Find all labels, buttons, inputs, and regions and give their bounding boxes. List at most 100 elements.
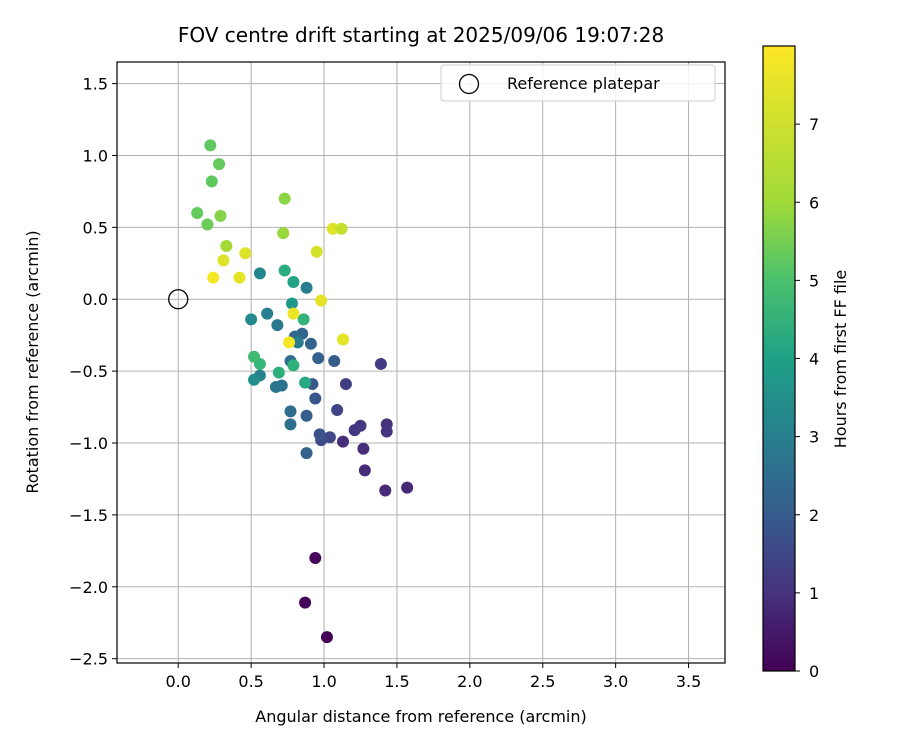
data-point bbox=[287, 307, 300, 320]
data-point bbox=[310, 245, 323, 258]
data-point bbox=[217, 254, 230, 267]
y-tick-label: −1.5 bbox=[69, 506, 108, 525]
data-point bbox=[309, 552, 322, 565]
data-point bbox=[348, 424, 361, 437]
data-point bbox=[300, 281, 313, 294]
data-point bbox=[285, 297, 298, 310]
y-tick-label: 1.0 bbox=[83, 146, 108, 165]
data-point bbox=[278, 264, 291, 277]
data-point bbox=[380, 425, 393, 438]
data-point bbox=[201, 218, 214, 231]
data-point bbox=[233, 271, 246, 284]
colorbar-tick-label: 0 bbox=[809, 662, 819, 681]
data-point bbox=[278, 192, 291, 205]
data-point bbox=[261, 307, 274, 320]
data-point bbox=[214, 209, 227, 222]
data-point bbox=[191, 206, 204, 219]
data-point bbox=[331, 403, 344, 416]
data-point bbox=[312, 352, 325, 365]
data-point bbox=[299, 376, 312, 389]
x-tick-label: 0.0 bbox=[166, 672, 191, 691]
data-point bbox=[339, 378, 352, 391]
data-point bbox=[335, 222, 348, 235]
y-tick-label: −2.0 bbox=[69, 578, 108, 597]
colorbar-tick-label: 2 bbox=[809, 506, 819, 525]
data-point bbox=[328, 355, 341, 368]
colorbar-tick-label: 3 bbox=[809, 428, 819, 447]
data-point bbox=[309, 392, 322, 405]
colorbar-tick-label: 5 bbox=[809, 271, 819, 290]
y-axis-ticks: 1.5 1.0 0.5 0.0 −0.5 −1.0 −1.5 −2.0 −2.5 bbox=[69, 75, 117, 669]
legend: Reference platepar bbox=[440, 64, 716, 102]
colorbar: 0 1 2 3 4 5 6 7 Hours from first FF file bbox=[762, 45, 850, 681]
data-point bbox=[271, 319, 284, 332]
data-point bbox=[272, 366, 285, 379]
y-tick-label: −0.5 bbox=[69, 362, 108, 381]
data-point bbox=[205, 175, 218, 188]
legend-box bbox=[440, 64, 716, 102]
data-point bbox=[213, 158, 226, 171]
reference-platepar-marker bbox=[168, 289, 189, 310]
y-tick-label: 1.5 bbox=[83, 75, 108, 94]
data-point bbox=[245, 313, 258, 326]
data-point bbox=[299, 596, 312, 609]
data-point bbox=[204, 139, 217, 152]
chart-title: FOV centre drift starting at 2025/09/06 … bbox=[178, 23, 664, 47]
data-points bbox=[191, 139, 414, 644]
data-point bbox=[320, 631, 333, 644]
data-point bbox=[374, 357, 387, 370]
x-tick-label: 2.5 bbox=[530, 672, 555, 691]
data-point bbox=[304, 337, 317, 350]
data-point bbox=[357, 442, 370, 455]
x-tick-label: 3.5 bbox=[676, 672, 701, 691]
data-point bbox=[277, 227, 290, 240]
y-tick-label: 0.0 bbox=[83, 290, 108, 309]
y-tick-label: −1.0 bbox=[69, 434, 108, 453]
plot-frame bbox=[116, 61, 726, 664]
legend-reference-label: Reference platepar bbox=[507, 74, 660, 93]
data-point bbox=[248, 350, 261, 363]
x-tick-label: 0.5 bbox=[238, 672, 263, 691]
data-point bbox=[220, 240, 233, 253]
data-point bbox=[269, 380, 282, 393]
grid bbox=[117, 62, 725, 663]
data-point bbox=[284, 405, 297, 418]
data-point bbox=[326, 222, 339, 235]
colorbar-tick-label: 4 bbox=[809, 350, 819, 369]
y-tick-label: 0.5 bbox=[83, 218, 108, 237]
x-axis-ticks: 0.0 0.5 1.0 1.5 2.0 2.5 3.0 3.5 bbox=[166, 663, 701, 691]
data-point bbox=[239, 247, 252, 260]
data-point bbox=[287, 359, 300, 372]
colorbar-label: Hours from first FF file bbox=[831, 270, 850, 449]
data-point bbox=[336, 435, 349, 448]
data-point bbox=[291, 336, 304, 349]
data-point bbox=[300, 447, 313, 460]
data-point bbox=[287, 275, 300, 288]
reference-marker-group bbox=[168, 289, 189, 310]
colorbar-gradient bbox=[762, 45, 796, 672]
colorbar-tick-label: 6 bbox=[809, 193, 819, 212]
data-point bbox=[283, 336, 296, 349]
x-tick-label: 1.5 bbox=[384, 672, 409, 691]
data-point bbox=[300, 409, 313, 422]
data-point bbox=[207, 271, 220, 284]
y-tick-label: −2.5 bbox=[69, 650, 108, 669]
data-point bbox=[379, 484, 392, 497]
data-point bbox=[313, 428, 326, 441]
x-tick-label: 1.0 bbox=[311, 672, 336, 691]
colorbar-tick-label: 7 bbox=[809, 115, 819, 134]
colorbar-ticks: 0 1 2 3 4 5 6 7 bbox=[795, 115, 819, 681]
data-point bbox=[401, 481, 414, 494]
data-point bbox=[336, 333, 349, 346]
data-point bbox=[315, 294, 328, 307]
x-tick-label: 3.0 bbox=[603, 672, 628, 691]
data-point bbox=[253, 267, 266, 280]
x-tick-label: 2.0 bbox=[457, 672, 482, 691]
data-point bbox=[297, 313, 310, 326]
x-axis-label: Angular distance from reference (arcmin) bbox=[255, 707, 586, 726]
data-point bbox=[284, 418, 297, 431]
y-axis-label: Rotation from reference (arcmin) bbox=[23, 230, 42, 493]
colorbar-tick-label: 1 bbox=[809, 584, 819, 603]
data-point bbox=[358, 464, 371, 477]
